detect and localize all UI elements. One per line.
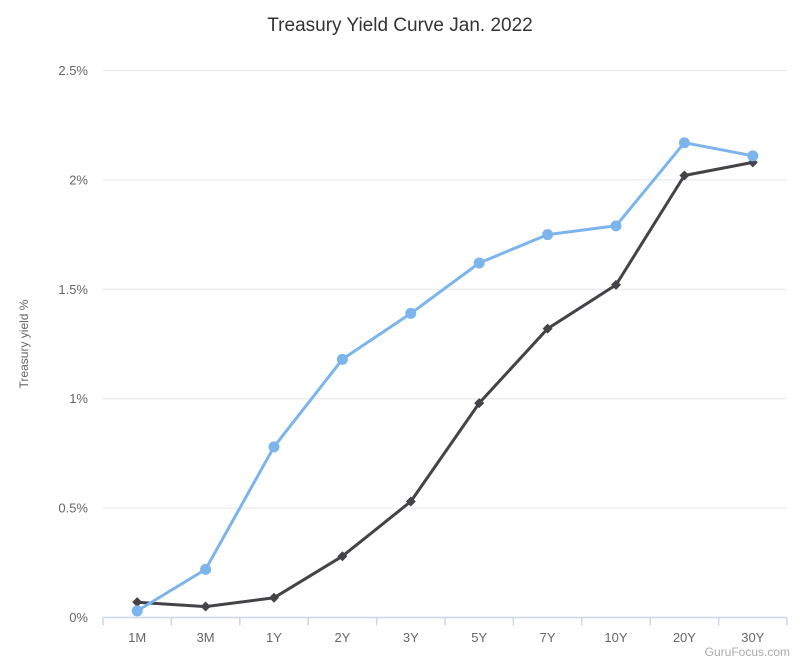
y-tick-label-1%: 1%: [69, 391, 88, 406]
data-point-blue-1Y[interactable]: [268, 441, 280, 453]
data-point-black-7Y[interactable]: [542, 323, 553, 334]
x-tick-label-7Y: 7Y: [540, 630, 556, 645]
data-point-blue-30Y[interactable]: [747, 150, 759, 162]
x-axis-band: [102, 616, 788, 626]
data-point-blue-3M[interactable]: [200, 563, 212, 575]
y-tick-label-2.5%: 2.5%: [58, 63, 88, 78]
data-point-black-2Y[interactable]: [337, 551, 348, 562]
data-point-black-5Y[interactable]: [474, 398, 485, 409]
data-point-blue-3Y[interactable]: [405, 307, 417, 319]
data-point-blue-2Y[interactable]: [336, 353, 348, 365]
x-tick-label-3Y: 3Y: [403, 630, 419, 645]
y-axis-tick-labels: 0% 0.5% 1% 1.5% 2% 2.5%: [58, 63, 88, 625]
data-point-blue-7Y[interactable]: [542, 229, 554, 241]
data-point-blue-20Y[interactable]: [678, 137, 690, 149]
data-point-blue-1M[interactable]: [131, 605, 143, 617]
data-point-black-3Y[interactable]: [405, 496, 416, 507]
x-tick-label-5Y: 5Y: [471, 630, 487, 645]
data-point-black-3M[interactable]: [200, 601, 211, 612]
y-tick-label-2%: 2%: [69, 172, 88, 187]
y-axis-title: Treasury yield %: [17, 299, 31, 388]
x-tick-label-3M: 3M: [197, 630, 215, 645]
x-tick-label-1M: 1M: [128, 630, 146, 645]
series-layer: [131, 137, 759, 617]
data-point-blue-5Y[interactable]: [473, 257, 485, 269]
y-tick-label-1.5%: 1.5%: [58, 282, 88, 297]
data-point-black-1Y[interactable]: [269, 592, 279, 603]
y-tick-label-0%: 0%: [69, 610, 88, 625]
data-point-black-10Y[interactable]: [611, 279, 621, 290]
chart-title: Treasury Yield Curve Jan. 2022: [267, 15, 532, 36]
x-tick-label-2Y: 2Y: [334, 630, 350, 645]
series-line-blue: [135, 141, 755, 613]
gridlines: [103, 70, 787, 618]
series-line-black: [135, 160, 755, 609]
watermark-gurufocus: GuruFocus.com: [705, 645, 790, 659]
x-tick-label-1Y: 1Y: [266, 630, 282, 645]
data-point-blue-10Y[interactable]: [610, 220, 622, 232]
x-axis-tick-labels: 1M 3M 1Y 2Y 3Y 5Y 7Y 10Y 20Y 30Y: [128, 630, 765, 645]
x-tick-label-10Y: 10Y: [604, 630, 627, 645]
x-tick-label-30Y: 30Y: [741, 630, 764, 645]
y-tick-label-0.5%: 0.5%: [58, 501, 88, 516]
data-point-black-1M[interactable]: [132, 597, 143, 608]
x-tick-label-20Y: 20Y: [673, 630, 696, 645]
data-point-black-20Y[interactable]: [679, 170, 690, 181]
